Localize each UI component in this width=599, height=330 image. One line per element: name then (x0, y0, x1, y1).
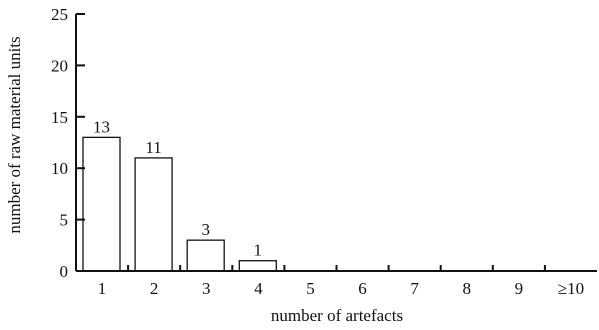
bar-2 (134, 157, 173, 272)
axes-group (75, 13, 597, 272)
y-tick-label-20: 20 (51, 56, 68, 75)
data-label-3: 3 (201, 220, 210, 239)
x-tick-label-2: 2 (150, 279, 159, 298)
y-tick-labels-group: 0 5 10 15 20 25 (51, 5, 68, 281)
x-tick-label-4: 4 (254, 279, 263, 298)
y-tick-label-0: 0 (60, 262, 69, 281)
x-axis-title: number of artefacts (271, 306, 403, 325)
data-label-2: 11 (145, 138, 161, 157)
x-tick-label-9: 9 (515, 279, 524, 298)
data-label-1: 13 (93, 117, 110, 136)
x-tick-label-10: ≥10 (558, 279, 584, 298)
x-tick-label-6: 6 (358, 279, 367, 298)
bars-group (82, 136, 277, 272)
x-tick-labels-group: 1 2 3 4 5 6 7 8 9 ≥10 (98, 279, 584, 298)
data-labels-group: 13 11 3 1 (93, 117, 262, 259)
data-label-4: 1 (254, 241, 263, 260)
y-axis-title: number of raw material units (5, 36, 24, 233)
x-tick-label-5: 5 (306, 279, 315, 298)
y-tick-label-5: 5 (60, 211, 69, 230)
bar-1 (82, 136, 121, 272)
x-tick-label-7: 7 (410, 279, 419, 298)
x-tick-label-8: 8 (463, 279, 472, 298)
bar-3 (186, 239, 225, 272)
y-tick-label-10: 10 (51, 159, 68, 178)
y-tick-label-15: 15 (51, 108, 68, 127)
x-tick-label-1: 1 (98, 279, 107, 298)
y-tick-label-25: 25 (51, 5, 68, 24)
bar-4 (238, 260, 277, 272)
x-tick-label-3: 3 (202, 279, 211, 298)
